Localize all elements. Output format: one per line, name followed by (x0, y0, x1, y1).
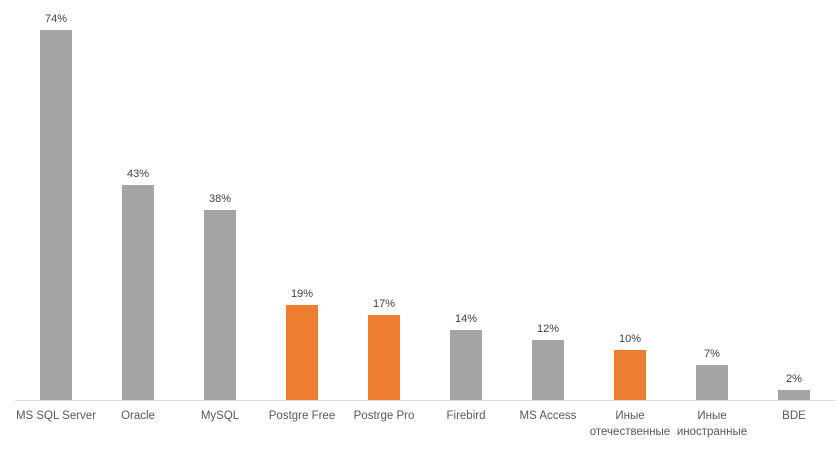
bar-value-label: 74% (44, 13, 68, 25)
bar-column: 38% (179, 193, 261, 400)
bar (40, 30, 72, 400)
bar-value-label: 19% (290, 288, 314, 300)
bar-column: 14% (425, 313, 507, 400)
bar (778, 390, 810, 400)
bar (286, 305, 318, 400)
bar-column: 12% (507, 323, 589, 400)
bar (696, 365, 728, 400)
plot-area: 74% 43% 38% 19% 17% 14% 12% 10% 7% 2% (15, 0, 835, 400)
bar-column: 19% (261, 288, 343, 400)
bar (368, 315, 400, 400)
bar (614, 350, 646, 400)
x-axis-line (15, 400, 835, 401)
bar (532, 340, 564, 400)
bar-value-label: 43% (126, 168, 150, 180)
x-axis-category-label: BDE (782, 410, 806, 422)
bar-value-label: 38% (208, 193, 232, 205)
bar (122, 185, 154, 400)
bar-value-label: 2% (786, 373, 802, 385)
x-axis-category-label: Oracle (121, 410, 155, 422)
bar-column: 7% (671, 348, 753, 400)
bar-column: 10% (589, 333, 671, 400)
x-axis-category-label: MS SQL Server (15, 410, 97, 422)
bar-column: 2% (753, 373, 835, 400)
bar-value-label: 14% (454, 313, 478, 325)
bar-value-label: 17% (372, 298, 396, 310)
x-axis-labels: MS SQL Server Oracle MySQL Postgre Free Post… (15, 408, 835, 440)
bar (204, 210, 236, 400)
bar (450, 330, 482, 400)
bar-column: 74% (15, 13, 97, 400)
bar-column: 17% (343, 298, 425, 400)
x-axis-category-label: Firebird (446, 410, 486, 422)
x-axis-category-label: Иные иностранные (676, 410, 748, 439)
bar-value-label: 10% (618, 333, 642, 345)
x-axis-category-label: MySQL (200, 410, 240, 422)
x-axis-category-label: Postgre Free (268, 410, 336, 422)
x-axis-category-label: Иные отечественные (589, 410, 671, 439)
bar-value-label: 12% (536, 323, 560, 335)
x-axis-category-label: MS Access (519, 410, 577, 422)
bar-column: 43% (97, 168, 179, 400)
bar-value-label: 7% (704, 348, 720, 360)
x-axis-category-label: Postrge Pro (353, 410, 415, 422)
